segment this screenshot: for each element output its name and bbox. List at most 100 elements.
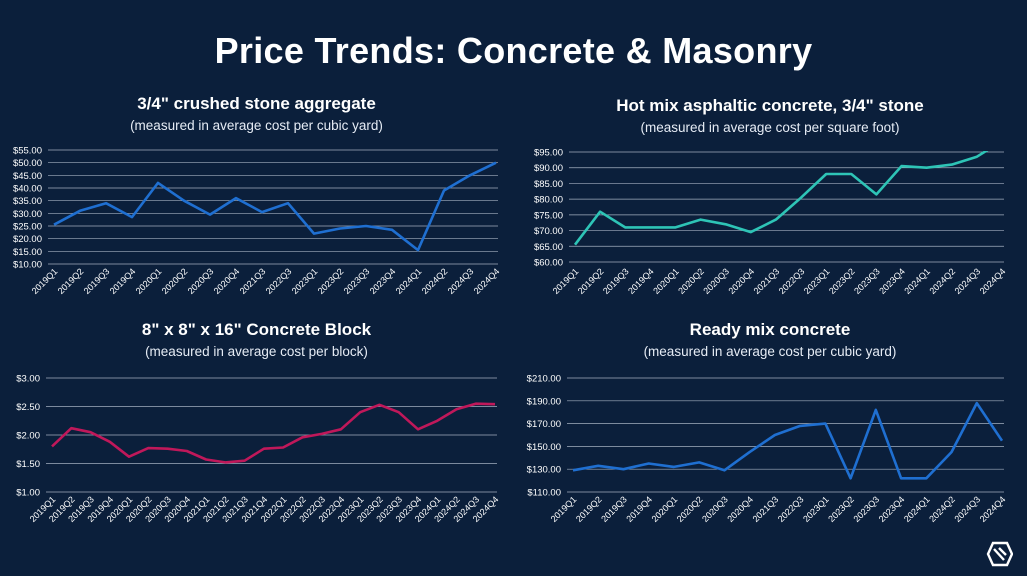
x-tick-label: 2020Q1 bbox=[650, 494, 680, 524]
x-tick-label: 2023Q3 bbox=[852, 266, 882, 296]
x-tick-label: 2019Q1 bbox=[30, 266, 60, 296]
y-tick-label: $150.00 bbox=[527, 442, 561, 453]
x-tick-label: 2023Q2 bbox=[316, 266, 346, 296]
x-tick-label: 2021Q3 bbox=[238, 266, 268, 296]
x-tick-label: 2021Q3 bbox=[751, 494, 781, 524]
x-tick-label: 2022Q3 bbox=[264, 266, 294, 296]
y-tick-label: $20.00 bbox=[13, 234, 42, 245]
x-tick-label: 2023Q1 bbox=[802, 266, 832, 296]
chart-title: 3/4" crushed stone aggregate bbox=[137, 94, 376, 113]
y-tick-label: $30.00 bbox=[13, 209, 42, 220]
x-tick-label: 2020Q1 bbox=[134, 266, 164, 296]
logo-icon bbox=[986, 541, 1013, 567]
x-tick-label: 2022Q3 bbox=[776, 494, 806, 524]
y-tick-label: $2.00 bbox=[16, 431, 40, 442]
x-tick-label: 2020Q3 bbox=[700, 494, 730, 524]
y-tick-label: $10.00 bbox=[13, 260, 42, 271]
x-tick-label: 2024Q1 bbox=[902, 494, 932, 524]
y-tick-label: $85.00 bbox=[534, 179, 563, 190]
chart-subtitle: (measured in average cost per block) bbox=[145, 344, 368, 359]
chart-panel-concrete-block: 8" x 8" x 16" Concrete Block (measured i… bbox=[0, 318, 513, 558]
x-tick-label: 2023Q1 bbox=[801, 494, 831, 524]
y-tick-label: $40.00 bbox=[13, 184, 42, 195]
x-tick-label: 2020Q4 bbox=[212, 266, 242, 296]
x-tick-label: 2020Q3 bbox=[701, 266, 731, 296]
series-line bbox=[53, 161, 497, 252]
chart-title: 8" x 8" x 16" Concrete Block bbox=[141, 320, 372, 339]
y-tick-label: $55.00 bbox=[13, 146, 42, 157]
y-tick-label: $1.50 bbox=[16, 459, 40, 470]
y-tick-label: $25.00 bbox=[13, 222, 42, 233]
x-tick-label: 2022Q3 bbox=[777, 266, 807, 296]
x-tick-label: 2024Q3 bbox=[446, 266, 476, 296]
chart-subtitle: (measured in average cost per square foo… bbox=[640, 120, 900, 135]
x-tick-label: 2023Q4 bbox=[877, 494, 907, 524]
y-tick-label: $3.00 bbox=[16, 374, 40, 385]
x-tick-label: 2023Q3 bbox=[852, 494, 882, 524]
x-tick-label: 2024Q4 bbox=[978, 494, 1008, 524]
x-tick-label: 2023Q3 bbox=[342, 266, 372, 296]
chart-title: Hot mix asphaltic concrete, 3/4" stone bbox=[616, 96, 924, 115]
line-chart: $110.00 $130.00 $150.00 $170.00 $190.00 $210.… bbox=[527, 374, 1008, 525]
y-tick-label: $210.00 bbox=[527, 374, 561, 385]
page-title: Price Trends: Concrete & Masonry bbox=[214, 30, 813, 71]
x-tick-label: 2023Q4 bbox=[368, 266, 398, 296]
chart-panel-crushed-stone: 3/4" crushed stone aggregate (measured i… bbox=[0, 90, 513, 310]
x-tick-label: 2020Q2 bbox=[675, 494, 705, 524]
chart-panel-asphaltic-concrete: Hot mix asphaltic concrete, 3/4" stone (… bbox=[513, 90, 1027, 310]
y-tick-label: $110.00 bbox=[527, 488, 561, 499]
x-tick-label: 2024Q1 bbox=[902, 266, 932, 296]
x-tick-label: 2019Q4 bbox=[108, 266, 138, 296]
x-tick-label: 2020Q1 bbox=[651, 266, 681, 296]
y-tick-label: $170.00 bbox=[527, 419, 561, 430]
series-line bbox=[51, 402, 496, 464]
chart-subtitle: (measured in average cost per cubic yard… bbox=[643, 344, 897, 359]
x-tick-label: 2024Q3 bbox=[952, 494, 982, 524]
y-tick-label: $2.50 bbox=[16, 402, 40, 413]
x-tick-label: 2019Q1 bbox=[549, 494, 579, 524]
y-tick-label: $75.00 bbox=[534, 210, 563, 221]
chart-subtitle: (measured in average cost per cubic yard… bbox=[130, 118, 383, 133]
line-chart: $10.00 $15.00 $20.00$25.00 $30.00 $35.00$40.… bbox=[13, 146, 502, 297]
x-tick-label: 2024Q2 bbox=[927, 266, 957, 296]
x-tick-label: 2023Q2 bbox=[826, 494, 856, 524]
x-tick-label: 2020Q4 bbox=[727, 266, 757, 296]
y-tick-label: $15.00 bbox=[13, 247, 42, 258]
x-tick-label: 2019Q2 bbox=[576, 266, 606, 296]
x-tick-label: 2023Q1 bbox=[290, 266, 320, 296]
line-chart: $1.00$1.50$2.00$2.50$3.002019Q12019Q2201… bbox=[16, 374, 500, 525]
x-tick-label: 2023Q4 bbox=[877, 266, 907, 296]
y-tick-label: $60.00 bbox=[534, 258, 563, 269]
x-tick-label: 2023Q2 bbox=[827, 266, 857, 296]
x-tick-label: 2019Q2 bbox=[56, 266, 86, 296]
x-tick-label: 2019Q3 bbox=[82, 266, 112, 296]
x-tick-label: 2020Q2 bbox=[160, 266, 190, 296]
x-tick-label: 2019Q4 bbox=[624, 494, 654, 524]
series-line bbox=[573, 151, 989, 246]
y-tick-label: $50.00 bbox=[13, 158, 42, 169]
x-tick-label: 2024Q4 bbox=[978, 266, 1008, 296]
x-tick-label: 2019Q4 bbox=[626, 266, 656, 296]
y-tick-label: $35.00 bbox=[13, 196, 42, 207]
x-tick-label: 2019Q2 bbox=[574, 494, 604, 524]
y-tick-label: $90.00 bbox=[534, 163, 563, 174]
x-tick-label: 2024Q4 bbox=[472, 266, 502, 296]
x-tick-label: 2024Q3 bbox=[953, 266, 983, 296]
chart-title: Ready mix concrete bbox=[689, 320, 851, 339]
y-tick-label: $95.00 bbox=[534, 148, 563, 159]
x-tick-label: 2020Q4 bbox=[725, 494, 755, 524]
y-tick-label: $70.00 bbox=[534, 226, 563, 237]
line-chart: $60.00 $65.00 $70.00 $75.00 $80.00 $85.00 $90.… bbox=[534, 148, 1008, 297]
x-tick-label: 2024Q1 bbox=[394, 266, 424, 296]
x-tick-label: 2024Q2 bbox=[420, 266, 450, 296]
y-tick-label: $80.00 bbox=[534, 195, 563, 206]
x-tick-label: 2019Q3 bbox=[599, 494, 629, 524]
x-tick-label: 2019Q1 bbox=[551, 266, 581, 296]
y-tick-label: $190.00 bbox=[527, 396, 561, 407]
x-tick-label: 2021Q3 bbox=[752, 266, 782, 296]
series-line bbox=[572, 401, 1004, 480]
x-tick-label: 2019Q3 bbox=[601, 266, 631, 296]
y-tick-label: $130.00 bbox=[527, 465, 561, 476]
x-tick-label: 2020Q3 bbox=[186, 266, 216, 296]
chart-panel-ready-mix: Ready mix concrete (measured in average … bbox=[513, 318, 1027, 558]
